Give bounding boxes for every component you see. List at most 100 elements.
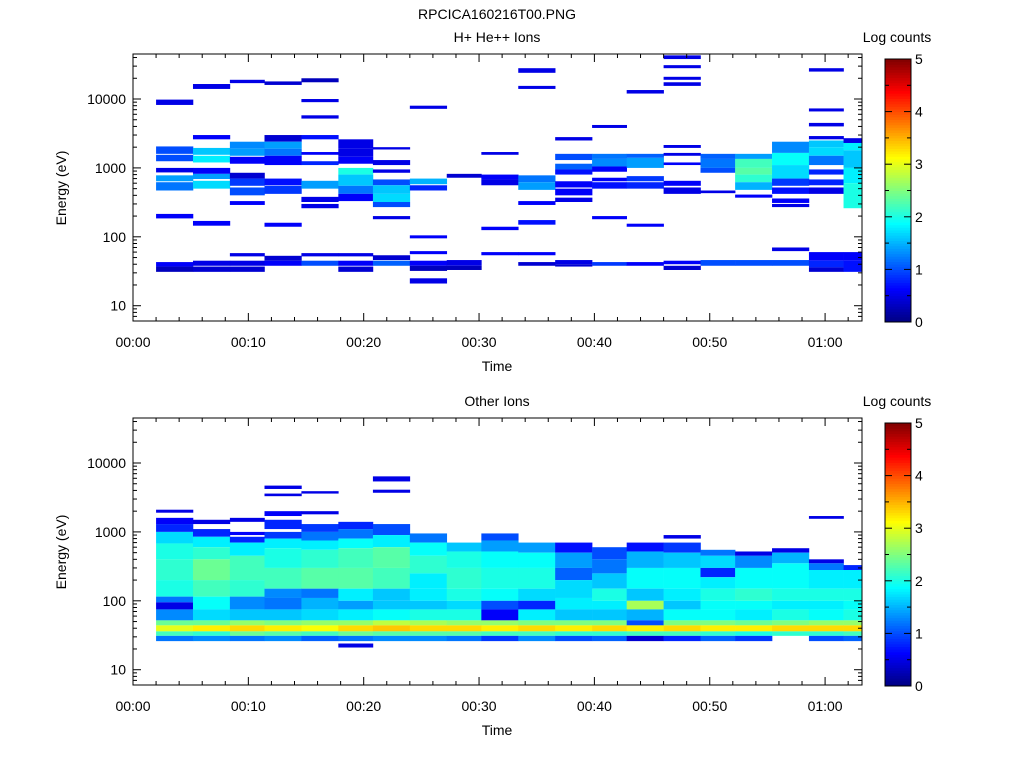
- heatmap-cell: [446, 173, 482, 178]
- heatmap-cell: [735, 625, 773, 632]
- heatmap-cell: [735, 620, 773, 626]
- colorbar-tick-label: 2: [915, 573, 923, 589]
- heatmap-cell: [264, 493, 302, 497]
- colorbar-segment: [885, 208, 911, 213]
- heatmap-cell: [663, 180, 701, 186]
- colorbar-segment: [885, 586, 911, 590]
- heatmap-cell: [843, 142, 863, 151]
- colorbar-segment: [885, 295, 911, 299]
- colorbar-segment: [885, 617, 911, 621]
- plot-frame: [132, 417, 863, 686]
- heatmap-cell: [592, 635, 627, 642]
- colorbar-segment: [885, 80, 911, 84]
- colorbar-segment: [885, 536, 911, 540]
- heatmap-cell: [555, 169, 593, 175]
- colorbar-segment: [885, 488, 911, 492]
- heatmap-cell: [372, 524, 411, 536]
- heatmap-cell: [229, 536, 265, 543]
- heatmap-cell: [156, 509, 194, 513]
- colorbar-segment: [885, 74, 911, 78]
- figure-title: RPCICA160216T00.PNG: [418, 6, 576, 22]
- heatmap-cell: [156, 559, 194, 581]
- heatmap-cell: [481, 600, 519, 610]
- heatmap-cell: [264, 567, 302, 589]
- colorbar-segment: [885, 287, 911, 291]
- heatmap-cell: [156, 602, 194, 610]
- colorbar-segment: [885, 59, 911, 63]
- colorbar-segment: [885, 438, 911, 442]
- colorbar-segment: [885, 512, 911, 516]
- heatmap-cell: [229, 172, 265, 179]
- heatmap-cell: [663, 82, 701, 86]
- heatmap-cell: [301, 161, 339, 166]
- heatmap-cell: [301, 549, 339, 568]
- heatmap-cell: [555, 597, 593, 610]
- heatmap-cell: [338, 609, 374, 621]
- heatmap-cell: [592, 588, 627, 601]
- heatmap-cell: [735, 182, 773, 190]
- colorbar-segment: [885, 593, 911, 598]
- heatmap-cell: [626, 625, 664, 632]
- heatmap-cell: [192, 529, 231, 537]
- heatmap-cell: [338, 193, 374, 202]
- heatmap-cell: [808, 68, 844, 72]
- heatmap-cell: [192, 519, 231, 525]
- colorbar-segment: [885, 148, 911, 152]
- heatmap-cell: [700, 555, 736, 568]
- heatmap-cell: [192, 536, 231, 548]
- heatmap-cell: [372, 609, 411, 621]
- x-tick-label: 00:20: [346, 334, 381, 350]
- heatmap-cell: [735, 167, 773, 175]
- colorbar-segment: [885, 596, 911, 600]
- colorbar-segment: [885, 232, 911, 236]
- colorbar-segment: [885, 85, 911, 89]
- colorbar-segment: [885, 193, 911, 197]
- heatmap-cell: [808, 609, 844, 621]
- colorbar-segment: [885, 316, 911, 320]
- colorbar-segment: [885, 509, 911, 513]
- heatmap-cell: [264, 155, 302, 166]
- heatmap-cell: [192, 167, 231, 174]
- colorbar-segment: [885, 575, 911, 579]
- x-tick-label: 00:50: [692, 698, 727, 714]
- colorbar: 0 1 2 3 4 5: [884, 415, 923, 694]
- colorbar-segment: [885, 106, 911, 110]
- colorbar-segment: [885, 499, 911, 503]
- colorbar-segment: [885, 643, 911, 648]
- colorbar-segment: [885, 457, 911, 461]
- heatmap-cell: [229, 79, 265, 84]
- heatmap-cell: [555, 197, 593, 202]
- heatmap-cell: [192, 84, 231, 89]
- heatmap-cell: [700, 549, 736, 556]
- heatmap-cell: [229, 187, 265, 196]
- heatmap-cell: [192, 135, 231, 140]
- x-tick-label: 00:20: [346, 698, 381, 714]
- heatmap-cell: [700, 260, 736, 266]
- heatmap-cell: [446, 600, 482, 610]
- colorbar-segment: [885, 227, 911, 231]
- colorbar-segment: [885, 98, 911, 102]
- colorbar-segment: [885, 135, 911, 139]
- heatmap-cell: [409, 260, 448, 266]
- colorbar-segment: [885, 300, 911, 305]
- colorbar-segment: [885, 546, 911, 550]
- heatmap-cell: [700, 600, 736, 610]
- heatmap-cell: [301, 609, 339, 621]
- colorbar-segment: [885, 182, 911, 186]
- heatmap-cell: [301, 491, 339, 494]
- heatmap-cell: [735, 609, 773, 621]
- heatmap-cell: [372, 147, 411, 150]
- heatmap-cell: [229, 542, 265, 556]
- heatmap-cell: [192, 559, 231, 581]
- colorbar-segment: [885, 185, 911, 189]
- heatmap-cell: [446, 588, 482, 601]
- heatmap-cell: [481, 588, 519, 601]
- heatmap-cell: [301, 635, 339, 642]
- heatmap-cell: [264, 531, 302, 539]
- colorbar-segment: [885, 108, 911, 113]
- heatmap-cell: [735, 555, 773, 568]
- heatmap-cell: [372, 489, 411, 493]
- heatmap-cell: [518, 600, 556, 610]
- colorbar-segment: [885, 66, 911, 71]
- heatmap-cell: [409, 251, 448, 255]
